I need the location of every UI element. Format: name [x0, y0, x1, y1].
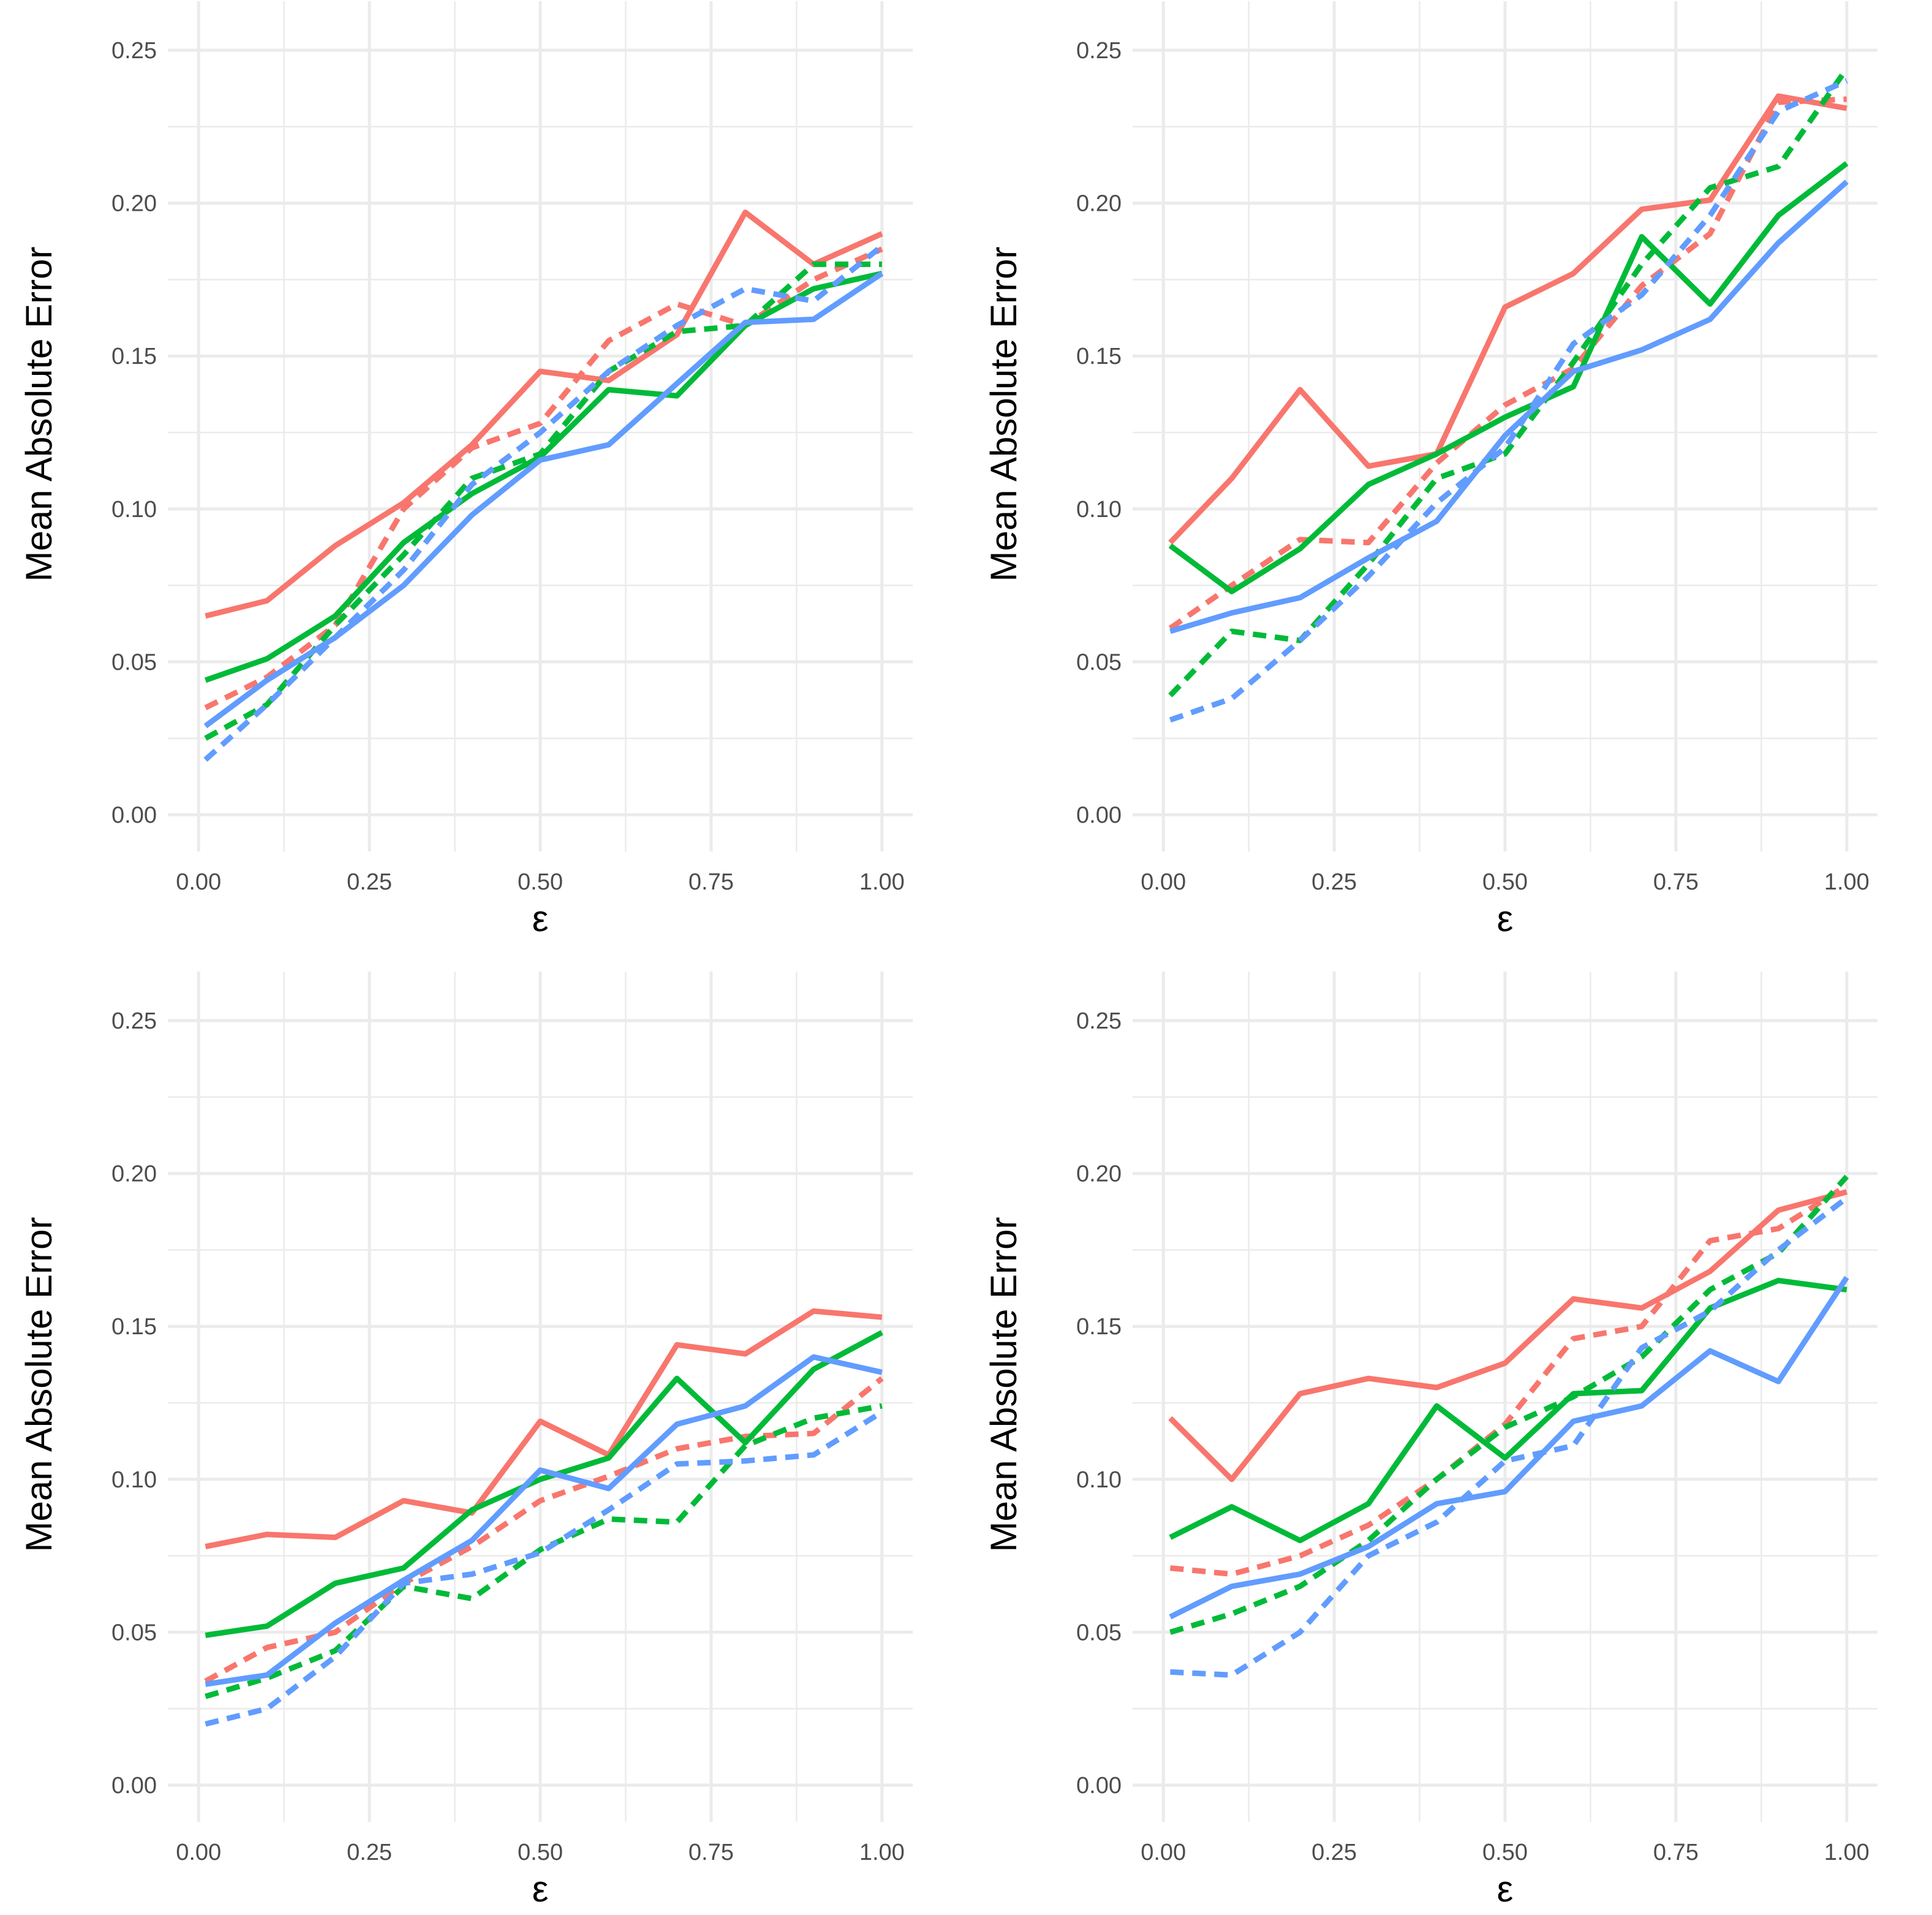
x-axis-title: ε — [532, 1868, 549, 1909]
x-axis-title: ε — [1497, 898, 1514, 939]
y-tick-label: 0.10 — [111, 1467, 157, 1493]
y-axis-title: Mean Absolute Error — [18, 1217, 59, 1552]
series-group — [1168, 67, 1849, 723]
series-line-blue-solid — [203, 271, 884, 728]
series-line-red-solid — [205, 210, 883, 619]
y-tick-label: 0.10 — [1076, 1467, 1122, 1493]
y-tick-label: 0.20 — [1076, 191, 1122, 217]
x-tick-label: 0.75 — [689, 869, 734, 895]
series-line-blue-dashed — [205, 1410, 884, 1727]
y-tick-label: 0.00 — [1076, 803, 1122, 828]
y-tick-label: 0.00 — [111, 803, 157, 828]
series-line-red-solid — [1168, 93, 1847, 545]
y-axis-title: Mean Absolute Error — [18, 247, 59, 582]
y-tick-label: 0.20 — [111, 191, 157, 217]
y-tick-label: 0.00 — [1076, 1773, 1122, 1799]
x-axis-title: ε — [532, 898, 549, 939]
x-tick-label: 0.50 — [1482, 1840, 1528, 1865]
y-tick-label: 0.25 — [111, 1008, 157, 1034]
series-line-blue-solid — [205, 1354, 883, 1687]
x-tick-label: 0.75 — [1653, 869, 1699, 895]
series-line-blue-dashed — [203, 243, 884, 762]
x-tick-label: 1.00 — [859, 869, 905, 895]
series-line-green-solid — [1169, 1277, 1847, 1544]
x-tick-label: 0.25 — [347, 1840, 392, 1865]
series-group — [204, 1308, 884, 1727]
y-tick-label: 0.05 — [111, 649, 157, 675]
x-tick-label: 0.75 — [1653, 1840, 1699, 1865]
x-tick-label: 0.50 — [518, 1840, 563, 1865]
x-tick-label: 0.00 — [1141, 1840, 1186, 1865]
series-line-blue-dashed — [1170, 1195, 1849, 1678]
y-tick-label: 0.05 — [111, 1620, 157, 1645]
series-line-blue-solid — [1169, 179, 1849, 634]
series-line-green-solid — [205, 1330, 883, 1638]
chart-panel-1: 0.00 0.05 0.10 0.15 0.20 0.25 0.00 0.25 0.50 0.75… — [18, 1, 913, 939]
x-tick-label: 0.25 — [347, 869, 392, 895]
series-line-green-dashed — [1169, 1174, 1849, 1635]
series-line-green-solid — [204, 271, 883, 683]
series-line-green-solid — [1168, 161, 1849, 595]
grid — [168, 972, 913, 1822]
y-tick-label: 0.15 — [111, 1314, 157, 1340]
x-tick-label: 0.50 — [518, 869, 563, 895]
series-line-green-dashed — [205, 1403, 883, 1699]
y-tick-label: 0.15 — [1076, 344, 1122, 369]
y-tick-label: 0.20 — [1076, 1161, 1122, 1187]
grid — [168, 1, 913, 852]
x-tick-label: 1.00 — [859, 1840, 905, 1865]
y-axis-title: Mean Absolute Error — [983, 1217, 1024, 1552]
chart-panel-4: 0.00 0.05 0.10 0.15 0.20 0.25 0.00 0.25 0.50 0.75… — [983, 972, 1877, 1909]
series-line-red-solid — [1168, 1189, 1847, 1483]
grid — [1133, 1, 1877, 852]
y-tick-label: 0.05 — [1076, 1620, 1122, 1645]
y-tick-label: 0.25 — [111, 38, 157, 64]
x-axis-title: ε — [1497, 1868, 1514, 1909]
y-tick-label: 0.00 — [111, 1773, 157, 1799]
series-line-blue-solid — [1169, 1275, 1849, 1620]
y-tick-label: 0.10 — [111, 497, 157, 523]
series-line-red-dashed — [1169, 1183, 1849, 1577]
x-tick-label: 1.00 — [1824, 1840, 1870, 1865]
y-tick-label: 0.15 — [1076, 1314, 1122, 1340]
x-tick-label: 0.50 — [1482, 869, 1528, 895]
y-tick-label: 0.05 — [1076, 649, 1122, 675]
chart-panel-2: 0.00 0.05 0.10 0.15 0.20 0.25 0.00 0.25 0.50 0.75… — [983, 1, 1877, 939]
series-line-red-dashed — [1168, 96, 1847, 631]
series-line-red-solid — [205, 1308, 883, 1550]
series-group — [203, 210, 884, 762]
series-group — [1168, 1174, 1849, 1678]
x-tick-label: 0.00 — [1141, 869, 1186, 895]
x-tick-label: 0.25 — [1311, 869, 1357, 895]
x-tick-label: 1.00 — [1824, 869, 1870, 895]
y-tick-label: 0.20 — [111, 1161, 157, 1187]
y-tick-label: 0.15 — [111, 344, 157, 369]
x-tick-label: 0.25 — [1311, 1840, 1357, 1865]
y-axis-title: Mean Absolute Error — [983, 247, 1024, 582]
x-tick-label: 0.75 — [689, 1840, 734, 1865]
y-tick-label: 0.25 — [1076, 1008, 1122, 1034]
y-tick-label: 0.10 — [1076, 497, 1122, 523]
series-line-red-dashed — [204, 246, 883, 711]
series-line-green-dashed — [1168, 67, 1849, 698]
grid — [1133, 972, 1877, 1822]
x-tick-label: 0.00 — [176, 869, 221, 895]
x-tick-label: 0.00 — [176, 1840, 221, 1865]
y-tick-label: 0.25 — [1076, 38, 1122, 64]
chart-panel-3: 0.00 0.05 0.10 0.15 0.20 0.25 0.00 0.25 0.50 0.75… — [18, 972, 913, 1909]
